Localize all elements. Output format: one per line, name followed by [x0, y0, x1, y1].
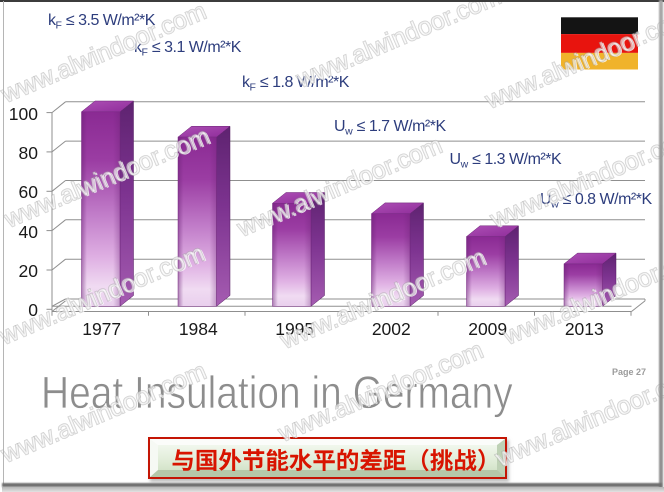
svg-text:www.alwindoor.com: www.alwindoor.com	[275, 243, 489, 355]
svg-text:www.alwindoor.com: www.alwindoor.com	[485, 122, 664, 234]
svg-text:www.alwindoor.com: www.alwindoor.com	[273, 336, 487, 448]
svg-text:www.alwindoor.com: www.alwindoor.com	[0, 357, 210, 469]
svg-text:www.alwindoor.com: www.alwindoor.com	[498, 239, 664, 351]
svg-text:www.alwindoor.com: www.alwindoor.com	[0, 0, 210, 109]
svg-text:www.alwindoor.com: www.alwindoor.com	[232, 131, 446, 243]
svg-text:www.alwindoor.com: www.alwindoor.com	[0, 239, 208, 351]
svg-text:www.alwindoor.com: www.alwindoor.com	[291, 0, 505, 94]
svg-text:www.alwindoor.com: www.alwindoor.com	[490, 361, 664, 473]
svg-text:www.alwindoor.com: www.alwindoor.com	[480, 3, 664, 115]
svg-text:www.alwindoor.com: www.alwindoor.com	[0, 122, 213, 234]
